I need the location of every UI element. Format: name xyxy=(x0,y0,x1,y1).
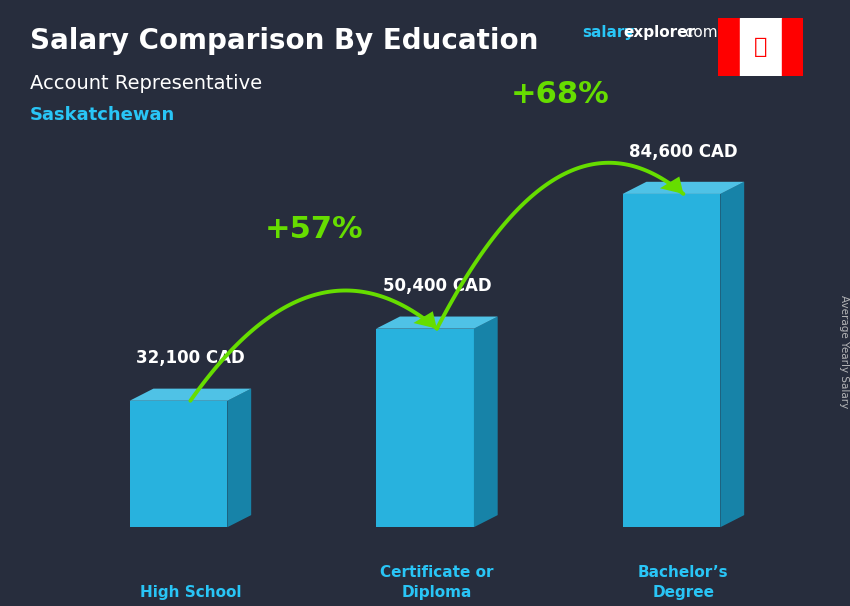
Polygon shape xyxy=(622,182,745,194)
Text: 84,600 CAD: 84,600 CAD xyxy=(629,142,738,161)
Bar xyxy=(782,18,803,76)
Text: explorer: explorer xyxy=(623,25,695,41)
Text: +57%: +57% xyxy=(264,215,363,244)
Text: 🍁: 🍁 xyxy=(754,37,768,57)
Text: Saskatchewan: Saskatchewan xyxy=(30,106,175,124)
Polygon shape xyxy=(129,401,227,527)
Text: salary: salary xyxy=(582,25,635,41)
Bar xyxy=(718,18,740,76)
Polygon shape xyxy=(474,316,497,527)
Polygon shape xyxy=(227,388,252,527)
Text: .com: .com xyxy=(680,25,717,41)
Text: High School: High School xyxy=(139,585,241,600)
Text: Account Representative: Account Representative xyxy=(30,74,262,93)
Polygon shape xyxy=(129,388,252,401)
Polygon shape xyxy=(660,176,683,194)
Bar xyxy=(740,18,782,76)
Text: Average Yearly Salary: Average Yearly Salary xyxy=(839,295,849,408)
Text: Certificate or
Diploma: Certificate or Diploma xyxy=(380,565,494,600)
Polygon shape xyxy=(376,328,474,527)
Polygon shape xyxy=(622,194,720,527)
Polygon shape xyxy=(376,316,497,328)
Polygon shape xyxy=(413,311,437,328)
Text: 50,400 CAD: 50,400 CAD xyxy=(382,278,491,295)
Text: 32,100 CAD: 32,100 CAD xyxy=(136,350,245,367)
Text: Salary Comparison By Education: Salary Comparison By Education xyxy=(30,27,538,55)
Text: Bachelor’s
Degree: Bachelor’s Degree xyxy=(638,565,728,600)
Text: +68%: +68% xyxy=(511,80,609,109)
Polygon shape xyxy=(720,182,745,527)
